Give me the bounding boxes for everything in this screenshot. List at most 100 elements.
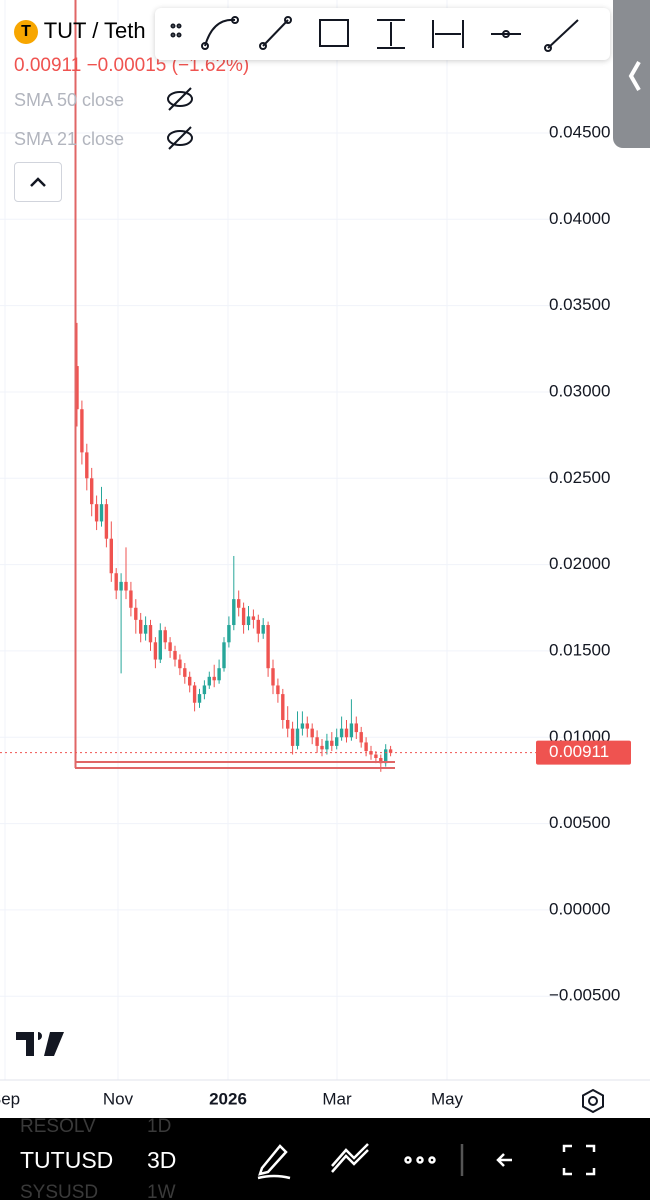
candle-body bbox=[143, 625, 148, 634]
candle-body bbox=[374, 754, 378, 758]
chart: Sep Nov 2026 Mar May 0.04500 0.04000 0.03500 0.0… bbox=[0, 0, 650, 1108]
bottom-bar: RESOLV 1D SYSUSD 1W TUTUSD 3D bbox=[0, 1116, 650, 1203]
indicator-label: SMA 50 close bbox=[14, 90, 125, 110]
candle-body bbox=[300, 723, 305, 729]
y-tick-label: 0.03500 bbox=[549, 295, 610, 314]
candle-body bbox=[222, 642, 226, 669]
candle-body bbox=[276, 685, 280, 695]
candle-body bbox=[99, 504, 104, 522]
y-tick-label: 0.00500 bbox=[549, 813, 610, 832]
symbol-button[interactable]: TUTUSD bbox=[20, 1147, 114, 1173]
y-tick-label: 0.02000 bbox=[549, 554, 610, 573]
candle-body bbox=[349, 723, 354, 738]
candle-body bbox=[158, 630, 162, 660]
candle-body bbox=[134, 607, 138, 620]
candle-body bbox=[188, 676, 192, 686]
candle-body bbox=[295, 728, 300, 746]
candle-body bbox=[271, 668, 275, 686]
candle-body bbox=[315, 737, 319, 746]
y-tick-label: −0.00500 bbox=[549, 986, 620, 1005]
indicator[interactable]: SMA 21 close bbox=[14, 129, 124, 150]
candle-body bbox=[153, 642, 158, 660]
candle-body bbox=[320, 745, 324, 750]
settings-icon[interactable] bbox=[580, 1088, 606, 1114]
x-tick-label: 2026 bbox=[209, 1089, 247, 1108]
candle-body bbox=[339, 728, 344, 738]
interval-behind: 1W bbox=[147, 1182, 176, 1203]
tab-chevron bbox=[628, 61, 641, 91]
visibility-icons[interactable] bbox=[164, 86, 196, 156]
x-tick-label: Sep bbox=[0, 1089, 20, 1108]
tradingview-logo[interactable] bbox=[16, 1032, 66, 1058]
price-change: −0.00015 (−1.62%) bbox=[86, 55, 250, 76]
candle-body bbox=[173, 650, 177, 660]
candle-body bbox=[266, 625, 270, 669]
candle-body bbox=[241, 607, 246, 626]
candle-body bbox=[359, 732, 363, 743]
y-tick-label: 0.03000 bbox=[549, 381, 610, 400]
candle-body bbox=[90, 478, 94, 505]
candle-body bbox=[335, 737, 339, 746]
candle-body bbox=[94, 504, 99, 522]
rectangle-drawing[interactable] bbox=[74, 0, 395, 769]
candle-body bbox=[183, 668, 187, 677]
symbol[interactable]: T TUT / Teth bbox=[14, 18, 146, 45]
interval-behind: 1D bbox=[147, 1116, 172, 1137]
candle-body bbox=[197, 694, 202, 703]
candle-body bbox=[310, 728, 314, 738]
candle-body bbox=[207, 676, 211, 686]
y-tick-label: 0.00000 bbox=[549, 899, 610, 918]
price-line: 0.00911 −0.00015 (−1.62%) bbox=[14, 55, 249, 77]
candle-body bbox=[148, 625, 153, 643]
candle-body bbox=[281, 694, 285, 720]
candle-body bbox=[261, 625, 265, 634]
candle-body bbox=[202, 685, 207, 695]
candle-body bbox=[119, 581, 123, 591]
candle-body bbox=[227, 625, 231, 643]
x-tick-label: Nov bbox=[103, 1089, 134, 1108]
last-price: 0.00911 bbox=[14, 55, 82, 76]
candle-body bbox=[80, 409, 84, 453]
candle-body bbox=[246, 616, 251, 626]
candle-body bbox=[217, 668, 221, 681]
symbol-name: TUT / Teth bbox=[43, 18, 146, 43]
candle-body bbox=[124, 581, 128, 591]
indicator[interactable]: SMA 50 close bbox=[14, 90, 124, 111]
bottom-icons[interactable] bbox=[250, 1138, 650, 1183]
last-price-badge bbox=[536, 740, 631, 765]
candle-body bbox=[364, 742, 368, 752]
y-tick-label: 0.04500 bbox=[549, 122, 610, 141]
y-tick-label: 0.01500 bbox=[549, 640, 610, 659]
candle-body bbox=[178, 659, 182, 669]
candle-body bbox=[325, 740, 329, 750]
candle-body bbox=[305, 723, 309, 729]
candle-body bbox=[85, 452, 89, 479]
last-price-label: 0.00911 bbox=[549, 742, 609, 761]
toolbar-icons[interactable] bbox=[155, 8, 610, 60]
candle-body bbox=[388, 749, 393, 753]
y-tick-label: 0.02500 bbox=[549, 468, 610, 487]
symbol-behind: RESOLV bbox=[20, 1116, 96, 1137]
candle-body bbox=[232, 599, 236, 626]
candle-body bbox=[384, 749, 388, 764]
candle-body bbox=[330, 740, 334, 746]
candle-body bbox=[129, 590, 133, 608]
candle-body bbox=[251, 616, 256, 620]
candle-body bbox=[168, 642, 172, 651]
drawing-toolbar bbox=[155, 8, 610, 60]
x-tick-label: May bbox=[431, 1089, 464, 1108]
candle-body bbox=[109, 538, 113, 574]
candle-body bbox=[354, 723, 358, 733]
candle-body bbox=[212, 676, 216, 681]
symbol-logo: T bbox=[14, 20, 38, 45]
collapse-button[interactable] bbox=[14, 162, 62, 202]
interval-button[interactable]: 3D bbox=[147, 1147, 177, 1173]
indicator-label: SMA 21 close bbox=[14, 129, 125, 149]
candle-body bbox=[344, 728, 349, 738]
chevron-icon bbox=[30, 177, 46, 187]
candle-body bbox=[75, 366, 79, 410]
candle-body bbox=[379, 757, 383, 764]
side-panel-tab[interactable] bbox=[613, 0, 650, 148]
candle-body bbox=[163, 630, 167, 643]
symbol-behind: SYSUSD bbox=[20, 1182, 99, 1203]
